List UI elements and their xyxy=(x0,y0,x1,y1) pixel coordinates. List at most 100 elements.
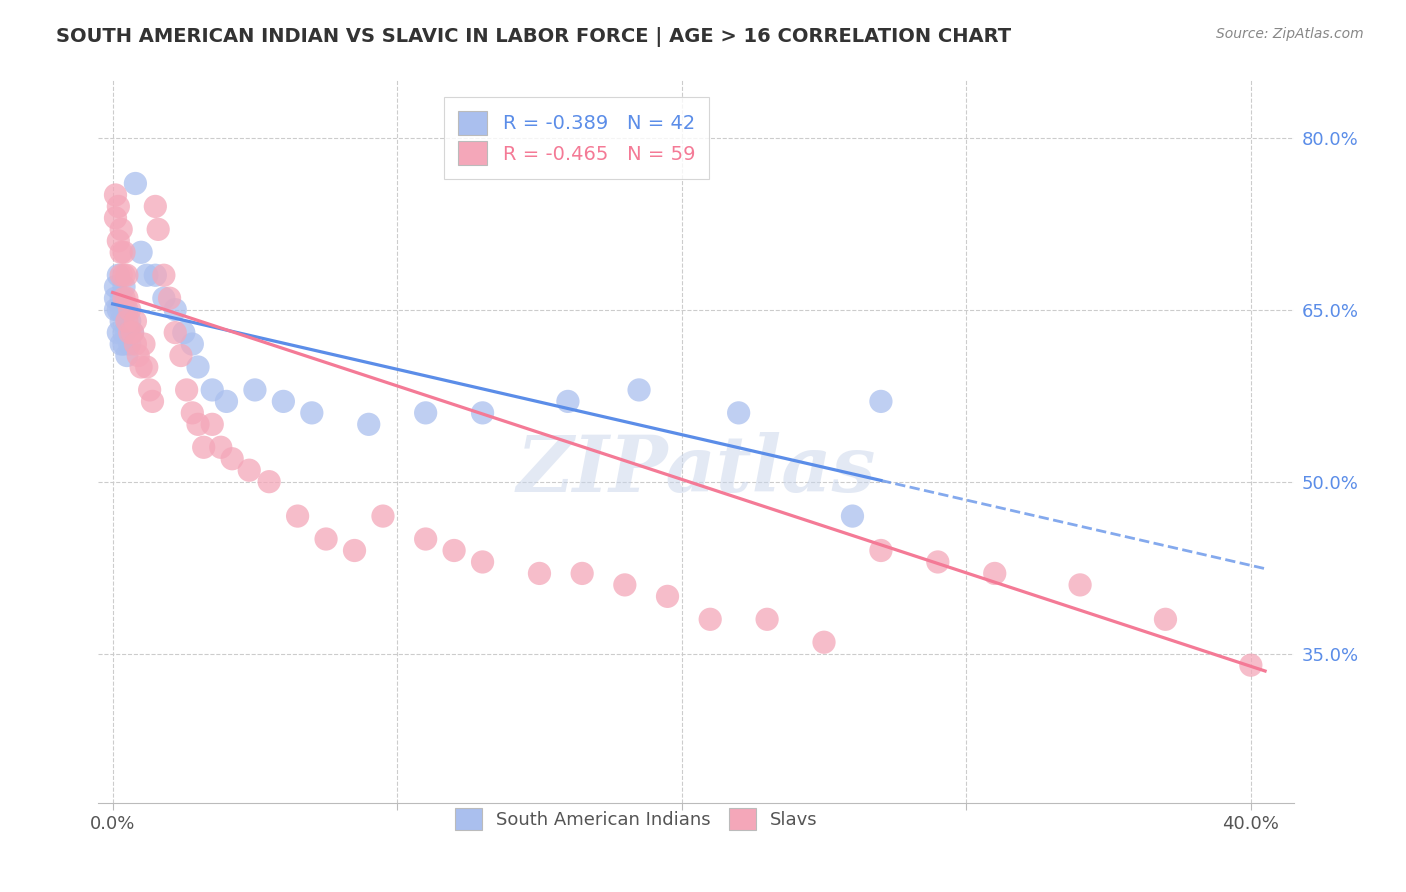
Point xyxy=(104,211,127,225)
Point xyxy=(115,314,138,328)
Point xyxy=(118,326,141,340)
Point xyxy=(107,199,129,213)
Point xyxy=(257,475,280,489)
Point xyxy=(112,326,135,340)
Point xyxy=(124,177,146,191)
Point xyxy=(287,509,309,524)
Point xyxy=(201,417,224,432)
Point xyxy=(127,349,149,363)
Point xyxy=(301,406,323,420)
Point xyxy=(115,326,138,340)
Point xyxy=(415,532,437,546)
Text: ZIPatlas: ZIPatlas xyxy=(516,433,876,508)
Point xyxy=(143,199,166,213)
Point xyxy=(238,463,260,477)
Point xyxy=(141,394,163,409)
Point xyxy=(471,406,494,420)
Point xyxy=(132,337,155,351)
Point xyxy=(112,279,135,293)
Point xyxy=(129,245,152,260)
Point xyxy=(112,268,135,283)
Point xyxy=(201,383,224,397)
Point xyxy=(104,188,127,202)
Point xyxy=(984,566,1007,581)
Point xyxy=(148,222,170,236)
Point xyxy=(170,349,193,363)
Point xyxy=(187,359,209,374)
Point xyxy=(176,383,198,397)
Point xyxy=(135,359,157,374)
Point xyxy=(165,326,187,340)
Point xyxy=(110,245,132,260)
Point xyxy=(870,543,893,558)
Point xyxy=(357,417,380,432)
Point xyxy=(115,291,138,305)
Point xyxy=(173,326,195,340)
Point xyxy=(165,302,187,317)
Point xyxy=(273,394,295,409)
Point xyxy=(107,302,129,317)
Point xyxy=(129,359,152,374)
Point xyxy=(571,566,593,581)
Point xyxy=(529,566,551,581)
Point xyxy=(110,337,132,351)
Point xyxy=(756,612,779,626)
Point xyxy=(415,406,437,420)
Point xyxy=(138,383,160,397)
Point xyxy=(110,314,132,328)
Point xyxy=(813,635,835,649)
Point xyxy=(124,337,146,351)
Point xyxy=(443,543,465,558)
Point xyxy=(727,406,749,420)
Point xyxy=(104,291,127,305)
Point xyxy=(927,555,949,569)
Point xyxy=(1154,612,1177,626)
Point xyxy=(112,291,135,305)
Point xyxy=(215,394,238,409)
Point xyxy=(104,302,127,317)
Point xyxy=(315,532,337,546)
Point xyxy=(243,383,266,397)
Point xyxy=(107,268,129,283)
Point xyxy=(841,509,863,524)
Point xyxy=(112,302,135,317)
Point xyxy=(699,612,721,626)
Point xyxy=(110,302,132,317)
Point xyxy=(221,451,243,466)
Point xyxy=(118,314,141,328)
Point xyxy=(110,268,132,283)
Point xyxy=(657,590,679,604)
Point xyxy=(628,383,651,397)
Text: SOUTH AMERICAN INDIAN VS SLAVIC IN LABOR FORCE | AGE > 16 CORRELATION CHART: SOUTH AMERICAN INDIAN VS SLAVIC IN LABOR… xyxy=(56,27,1011,46)
Point xyxy=(193,440,215,454)
Point xyxy=(107,234,129,248)
Point xyxy=(343,543,366,558)
Point xyxy=(104,279,127,293)
Point xyxy=(107,326,129,340)
Point xyxy=(613,578,636,592)
Point xyxy=(121,326,143,340)
Point xyxy=(153,268,176,283)
Legend: South American Indians, Slavs: South American Indians, Slavs xyxy=(447,801,825,837)
Point xyxy=(110,222,132,236)
Point xyxy=(118,337,141,351)
Point xyxy=(115,302,138,317)
Point xyxy=(112,245,135,260)
Point xyxy=(557,394,579,409)
Point xyxy=(159,291,181,305)
Point xyxy=(153,291,176,305)
Point xyxy=(112,337,135,351)
Point xyxy=(143,268,166,283)
Point xyxy=(471,555,494,569)
Point xyxy=(870,394,893,409)
Point xyxy=(1240,658,1263,673)
Point xyxy=(124,314,146,328)
Point xyxy=(187,417,209,432)
Point xyxy=(181,406,204,420)
Text: Source: ZipAtlas.com: Source: ZipAtlas.com xyxy=(1216,27,1364,41)
Point xyxy=(1069,578,1091,592)
Point xyxy=(121,326,143,340)
Point xyxy=(371,509,394,524)
Point xyxy=(209,440,232,454)
Point xyxy=(115,349,138,363)
